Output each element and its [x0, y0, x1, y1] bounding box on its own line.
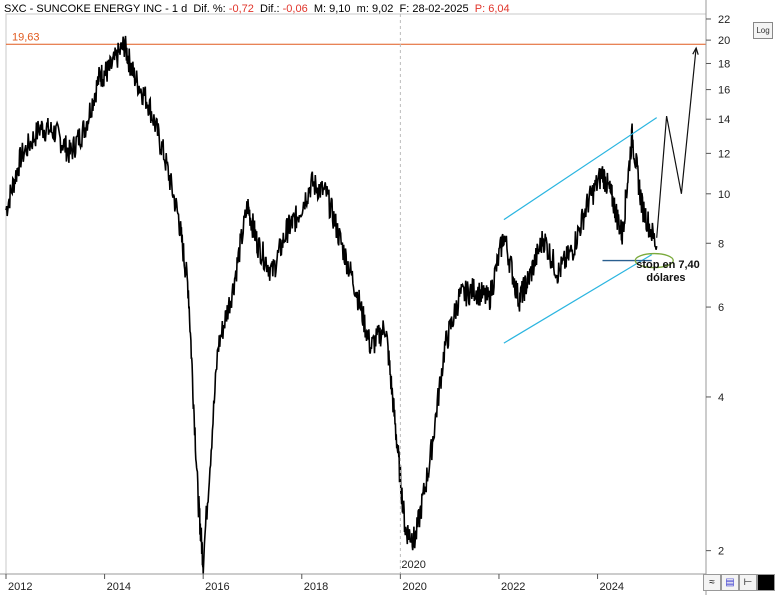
y-tick-label: 2 [718, 546, 724, 558]
color-swatch-icon[interactable] [757, 574, 775, 591]
x-tick-label: 2018 [304, 581, 328, 593]
min-value: 9,02 [371, 3, 394, 15]
dif-value: -0,06 [282, 3, 308, 15]
price-label: P: [474, 3, 486, 15]
y-tick-label: 12 [718, 148, 730, 160]
ticker: SXC [4, 3, 27, 15]
annotation-line-1: stop en 7,40 [636, 259, 700, 271]
company-name: SUNCOKE ENERGY INC [36, 3, 163, 15]
price-line [5, 35, 658, 575]
min-label: m: [356, 3, 369, 15]
x-tick-label: 2020 [402, 581, 426, 593]
log-scale-button[interactable]: Log [753, 22, 773, 39]
y-tick-label: 14 [718, 114, 730, 126]
cursor-label: 2020 [401, 559, 425, 571]
channel-lower-line [503, 254, 653, 344]
x-tick-label: 2024 [600, 581, 624, 593]
x-tick-label: 2012 [8, 581, 32, 593]
y-tick-label: 6 [718, 302, 724, 314]
date-value: 28-02-2025 [412, 3, 469, 15]
dif-pct-label: Dif. %: [193, 3, 226, 15]
y-tick-label: 16 [718, 85, 730, 97]
resistance-label: 19,63 [12, 31, 40, 43]
scroll-back-icon[interactable]: ≈ [703, 574, 721, 591]
period: 1 d [171, 3, 188, 15]
support-ellipse [634, 252, 674, 269]
x-tick-label: 2022 [501, 581, 525, 593]
pin-icon[interactable]: ⊢ [739, 574, 757, 591]
channel-upper-line [503, 117, 658, 221]
y-tick-label: 18 [718, 58, 730, 70]
x-tick-label: 2016 [205, 581, 229, 593]
y-tick-label: 8 [718, 238, 724, 250]
max-value: 9,10 [329, 3, 351, 15]
projection-path [656, 47, 697, 238]
projection-arrowhead [692, 46, 699, 55]
y-tick-label: 22 [718, 14, 730, 26]
date-label: F: [399, 3, 410, 15]
dif-label: Dif.: [260, 3, 280, 15]
save-icon[interactable]: ▤ [721, 574, 739, 591]
chart-header: SXC - SUNCOKE ENERGY INC - 1 d Dif. %: -… [4, 3, 510, 15]
price-value: 6,04 [488, 3, 510, 15]
y-tick-label: 20 [718, 35, 730, 47]
max-label: M: [313, 3, 327, 15]
x-tick-label: 2014 [107, 581, 131, 593]
annotation-line-2: dólares [646, 272, 685, 284]
y-tick-label: 4 [718, 392, 724, 404]
dif-pct-value: -0,72 [228, 3, 254, 15]
y-tick-label: 10 [718, 189, 730, 201]
